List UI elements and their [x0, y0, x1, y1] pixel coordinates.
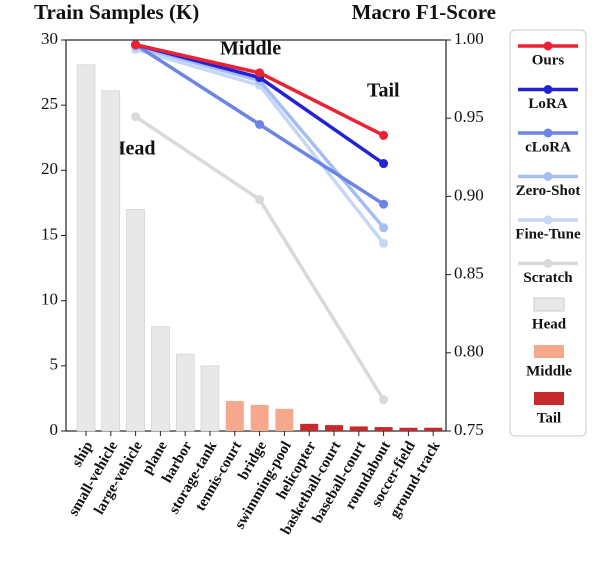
bar [374, 427, 393, 431]
bar [275, 408, 294, 431]
line [134, 115, 386, 401]
y2-tick-label: 0.80 [454, 342, 484, 361]
point [255, 119, 265, 129]
y-tick-label: 10 [41, 290, 58, 309]
y2-tick-label: 1.00 [454, 29, 484, 48]
y2-tick-label: 0.95 [454, 107, 484, 126]
point [131, 40, 141, 50]
bar [200, 365, 220, 432]
legend-label: Tail [537, 410, 561, 426]
legend-label: Middle [526, 363, 572, 379]
point [255, 68, 265, 78]
y-tick-label: 15 [41, 224, 58, 243]
legend-marker [543, 259, 553, 268]
bar [300, 423, 319, 431]
y2-tick-label: 0.90 [454, 185, 484, 204]
bar [349, 426, 368, 431]
left-axis-title: Train Samples (K) [34, 0, 199, 24]
legend-marker [543, 41, 553, 51]
bar [175, 353, 195, 432]
legend-label: Ours [532, 52, 565, 68]
point [379, 159, 389, 169]
bar [126, 209, 145, 432]
point [379, 395, 389, 405]
y-tick-label: 20 [41, 159, 58, 178]
legend-label: Zero-Shot [516, 183, 581, 199]
bar [424, 427, 443, 431]
legend-label: LoRA [528, 96, 567, 112]
right-axis-title: Macro F1-Score [352, 0, 496, 24]
legend-marker [543, 85, 553, 94]
bar [225, 401, 244, 431]
bar [151, 326, 170, 432]
line [135, 43, 385, 165]
legend-marker [543, 172, 553, 181]
y-tick-label: 25 [41, 94, 58, 113]
y-tick-label: 30 [41, 29, 58, 48]
bar [399, 427, 418, 431]
y-tick-label: 5 [50, 355, 59, 374]
legend-marker [543, 215, 553, 225]
bar [76, 64, 96, 432]
point [379, 223, 389, 233]
bar [325, 425, 343, 431]
y-tick-label: 0 [50, 420, 59, 439]
legend-label: Head [532, 316, 567, 332]
annotation: Middle [220, 38, 281, 60]
legend-swatch [533, 297, 565, 312]
annotation: Tail [367, 80, 400, 102]
y2-tick-label: 0.85 [454, 264, 484, 283]
point [255, 195, 265, 205]
y2-tick-label: 0.75 [454, 420, 484, 439]
point [131, 112, 141, 122]
point [379, 130, 389, 140]
legend-label: Scratch [523, 270, 573, 286]
legend-marker [543, 128, 553, 138]
legend-swatch [534, 392, 564, 405]
point [379, 199, 389, 209]
annotation: Head [110, 138, 156, 160]
legend-swatch [534, 345, 564, 358]
point [379, 238, 389, 248]
bar [101, 90, 121, 432]
bar [250, 404, 269, 431]
legend-label: cLoRA [525, 139, 571, 155]
legend-label: Fine-Tune [515, 226, 581, 242]
